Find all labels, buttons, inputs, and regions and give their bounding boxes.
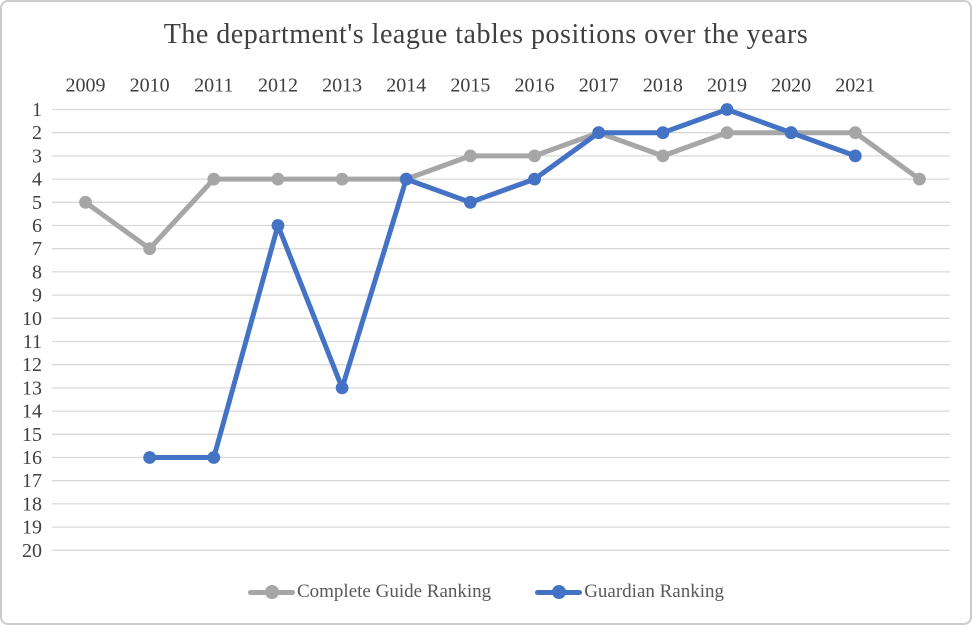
y-axis-label: 4 — [32, 169, 42, 191]
y-axis-label: 8 — [32, 261, 42, 283]
y-axis-label: 15 — [22, 424, 42, 446]
chart-title: The department's league tables positions… — [163, 19, 809, 50]
legend-dot-icon — [552, 585, 567, 599]
data-point-guardian-ranking — [464, 195, 477, 209]
series-line-complete-guide-ranking — [83, 130, 922, 252]
y-axis-label: 12 — [22, 354, 42, 376]
legend-item-guardian-ranking: Guardian Ranking — [535, 581, 724, 603]
data-point-guardian-ranking — [335, 381, 349, 395]
x-axis-label: 2013 — [322, 75, 362, 97]
y-axis-label: 1 — [32, 99, 42, 121]
data-point-guardian-ranking — [720, 103, 734, 116]
x-axis-label: 2016 — [515, 75, 555, 97]
y-axis-label: 7 — [32, 238, 42, 260]
x-axis-label: 2014 — [386, 75, 426, 97]
data-point-guardian-ranking — [143, 451, 157, 464]
x-axis-label: 2011 — [194, 75, 233, 97]
y-axis-label: 9 — [32, 285, 42, 307]
data-point-complete-guide-ranking — [528, 149, 541, 163]
data-point-guardian-ranking — [207, 451, 221, 464]
x-axis-label: 2018 — [643, 75, 683, 97]
x-axis-label: 2012 — [258, 75, 298, 97]
chart-legend: Complete Guide Ranking Guardian Ranking — [2, 581, 970, 603]
data-point-complete-guide-ranking — [207, 172, 221, 186]
y-axis-label: 19 — [22, 517, 42, 539]
data-point-guardian-ranking — [848, 149, 862, 163]
y-axis-label: 18 — [22, 493, 42, 515]
data-point-complete-guide-ranking — [848, 126, 862, 140]
x-axis-label: 2017 — [579, 75, 619, 97]
y-axis-label: 16 — [22, 447, 42, 469]
y-axis-label: 3 — [32, 145, 42, 167]
x-axis-label: 2009 — [66, 75, 106, 97]
x-axis-label: 2015 — [450, 75, 490, 97]
data-point-guardian-ranking — [656, 126, 670, 140]
x-axis-label: 2019 — [707, 75, 747, 97]
data-point-guardian-ranking — [399, 172, 413, 186]
data-point-guardian-ranking — [784, 126, 798, 140]
data-point-guardian-ranking — [528, 172, 541, 186]
x-axis-label: 2021 — [835, 75, 875, 97]
y-axis-label: 11 — [23, 331, 42, 353]
data-point-complete-guide-ranking — [143, 242, 157, 256]
data-point-complete-guide-ranking — [656, 149, 670, 163]
legend-dot-icon — [264, 585, 279, 599]
legend-line-marker-icon — [535, 585, 583, 599]
legend-label-guardian-ranking: Guardian Ranking — [584, 581, 725, 602]
y-axis-label: 10 — [22, 308, 42, 330]
legend-line-marker-icon — [247, 585, 295, 599]
y-axis-label: 5 — [32, 192, 42, 214]
series-line-guardian-ranking — [147, 107, 858, 460]
legend-item-complete-guide-ranking: Complete Guide Ranking — [247, 581, 492, 603]
data-point-guardian-ranking — [271, 219, 285, 232]
data-point-guardian-ranking — [592, 126, 606, 140]
x-axis-label: 2020 — [771, 75, 811, 97]
data-point-complete-guide-ranking — [335, 172, 349, 186]
data-point-complete-guide-ranking — [271, 172, 285, 186]
y-axis-label: 17 — [22, 470, 42, 492]
y-axis-label: 14 — [22, 401, 42, 423]
y-axis-label: 13 — [22, 377, 42, 399]
data-point-complete-guide-ranking — [720, 126, 734, 140]
data-point-complete-guide-ranking — [79, 195, 92, 209]
x-axis-label: 2010 — [130, 75, 170, 97]
y-axis-label: 20 — [22, 540, 42, 562]
y-axis-label: 6 — [32, 215, 42, 237]
data-point-complete-guide-ranking — [913, 172, 926, 186]
data-point-complete-guide-ranking — [464, 149, 477, 163]
legend-label-complete-guide-ranking: Complete Guide Ranking — [296, 581, 492, 602]
y-axis-label: 2 — [32, 122, 42, 144]
